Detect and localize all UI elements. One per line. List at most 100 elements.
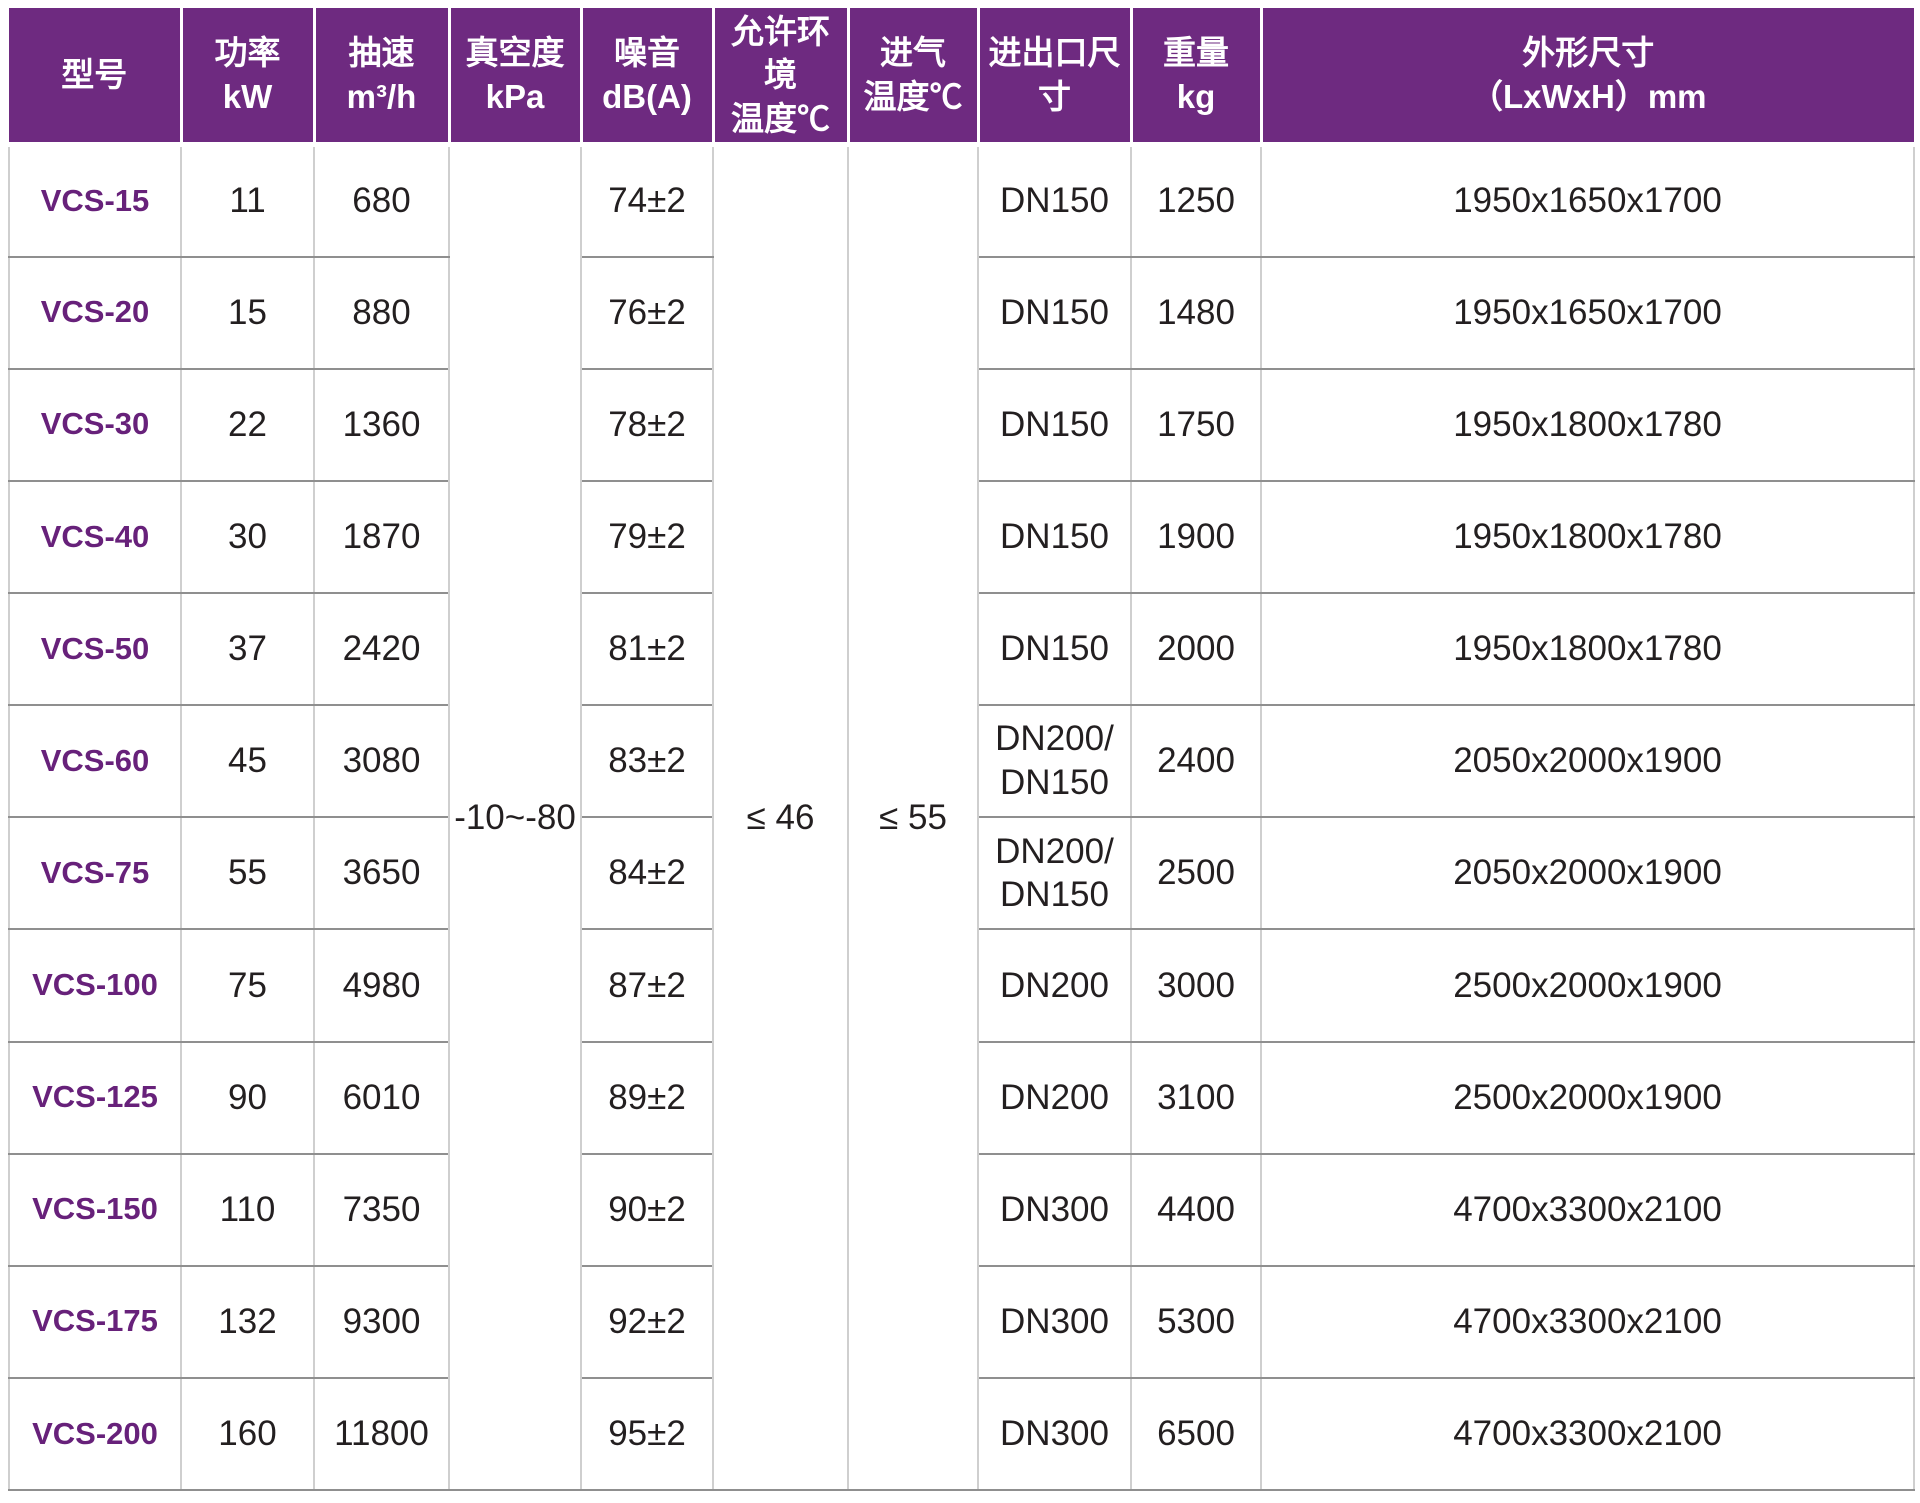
cell-model: VCS-125 xyxy=(8,1040,182,1155)
cell-weight: 1900 xyxy=(1130,479,1262,595)
cell-dimensions: 4700x3300x2100 xyxy=(1260,1264,1915,1379)
cell-power: 22 xyxy=(180,367,315,482)
cell-power: 15 xyxy=(180,255,315,370)
cell-port-size: DN300 xyxy=(977,1264,1132,1379)
cell-vacuum-merged: -10~-80 xyxy=(448,143,582,1491)
cell-noise: 79±2 xyxy=(580,479,714,595)
cell-weight: 2500 xyxy=(1130,816,1262,931)
header-noise: 噪音 dB(A) xyxy=(579,8,713,147)
cell-port-size: DN200/ DN150 xyxy=(977,816,1132,931)
cell-dimensions: 2500x2000x1900 xyxy=(1260,1040,1915,1155)
cell-model: VCS-50 xyxy=(8,591,182,707)
cell-dimensions: 1950x1800x1780 xyxy=(1260,367,1915,482)
cell-speed: 11800 xyxy=(313,1376,450,1492)
cell-port-size: DN200 xyxy=(977,1040,1132,1155)
header-vacuum: 真空度 kPa xyxy=(447,8,581,147)
cell-dimensions: 4700x3300x2100 xyxy=(1260,1152,1915,1267)
cell-speed: 3650 xyxy=(313,816,450,931)
cell-noise: 76±2 xyxy=(580,255,714,370)
cell-port-size: DN300 xyxy=(977,1376,1132,1492)
cell-dimensions: 1950x1650x1700 xyxy=(1260,255,1915,370)
cell-weight: 1250 xyxy=(1130,143,1262,258)
cell-speed: 7350 xyxy=(313,1152,450,1267)
cell-weight: 6500 xyxy=(1130,1376,1262,1492)
table-row: VCS-40 30 1870 79±2 DN150 1900 1950x1800… xyxy=(8,479,1915,595)
cell-weight: 4400 xyxy=(1130,1152,1262,1267)
header-intake-temp: 进气 温度℃ xyxy=(846,8,978,147)
cell-power: 55 xyxy=(180,816,315,931)
cell-dimensions: 1950x1800x1780 xyxy=(1260,479,1915,595)
cell-model: VCS-150 xyxy=(8,1152,182,1267)
table-row: VCS-60 45 3080 83±2 DN200/ DN150 2400 20… xyxy=(8,704,1915,819)
cell-power: 30 xyxy=(180,479,315,595)
cell-model: VCS-40 xyxy=(8,479,182,595)
table-row: VCS-30 22 1360 78±2 DN150 1750 1950x1800… xyxy=(8,367,1915,482)
cell-speed: 3080 xyxy=(313,704,450,819)
cell-port-size: DN150 xyxy=(977,367,1132,482)
table-row: VCS-20 15 880 76±2 DN150 1480 1950x1650x… xyxy=(8,255,1915,370)
table-row: VCS-100 75 4980 87±2 DN200 3000 2500x200… xyxy=(8,928,1915,1043)
cell-port-size: DN300 xyxy=(977,1152,1132,1267)
cell-intake-temp-merged: ≤ 55 xyxy=(847,143,979,1491)
cell-noise: 87±2 xyxy=(580,928,714,1043)
cell-speed: 1870 xyxy=(313,479,450,595)
cell-weight: 1750 xyxy=(1130,367,1262,482)
cell-dimensions: 2500x2000x1900 xyxy=(1260,928,1915,1043)
cell-dimensions: 1950x1650x1700 xyxy=(1260,143,1915,258)
cell-noise: 89±2 xyxy=(580,1040,714,1155)
cell-power: 11 xyxy=(180,143,315,258)
cell-port-size: DN200 xyxy=(977,928,1132,1043)
header-port-size: 进出口尺寸 xyxy=(976,8,1131,147)
cell-model: VCS-15 xyxy=(8,143,182,258)
cell-dimensions: 4700x3300x2100 xyxy=(1260,1376,1915,1492)
cell-speed: 6010 xyxy=(313,1040,450,1155)
cell-dimensions: 1950x1800x1780 xyxy=(1260,591,1915,707)
cell-port-size: DN150 xyxy=(977,255,1132,370)
cell-port-size: DN150 xyxy=(977,143,1132,258)
cell-weight: 5300 xyxy=(1130,1264,1262,1379)
cell-model: VCS-20 xyxy=(8,255,182,370)
table-header-row: 型号 功率 kW 抽速 m³/h 真空度 kPa 噪音 dB(A) 允许环境 温… xyxy=(9,8,1914,147)
table-row: VCS-125 90 6010 89±2 DN200 3100 2500x200… xyxy=(8,1040,1915,1155)
cell-power: 75 xyxy=(180,928,315,1043)
cell-ambient-temp-merged: ≤ 46 xyxy=(712,143,849,1491)
header-weight: 重量 kg xyxy=(1129,8,1261,147)
table-row: VCS-175 132 9300 92±2 DN300 5300 4700x33… xyxy=(8,1264,1915,1379)
cell-port-size: DN150 xyxy=(977,591,1132,707)
cell-speed: 680 xyxy=(313,143,450,258)
cell-port-size: DN200/ DN150 xyxy=(977,704,1132,819)
cell-noise: 74±2 xyxy=(580,143,714,258)
cell-power: 45 xyxy=(180,704,315,819)
cell-weight: 3100 xyxy=(1130,1040,1262,1155)
cell-speed: 9300 xyxy=(313,1264,450,1379)
cell-noise: 90±2 xyxy=(580,1152,714,1267)
cell-weight: 3000 xyxy=(1130,928,1262,1043)
header-dimensions: 外形尺寸 （LxWxH）mm xyxy=(1259,8,1914,147)
cell-port-size: DN150 xyxy=(977,479,1132,595)
table-row: VCS-200 160 11800 95±2 DN300 6500 4700x3… xyxy=(8,1376,1915,1492)
header-ambient-temp: 允许环境 温度℃ xyxy=(711,8,848,147)
cell-power: 90 xyxy=(180,1040,315,1155)
cell-model: VCS-100 xyxy=(8,928,182,1043)
cell-dimensions: 2050x2000x1900 xyxy=(1260,704,1915,819)
cell-speed: 880 xyxy=(313,255,450,370)
cell-power: 37 xyxy=(180,591,315,707)
cell-power: 132 xyxy=(180,1264,315,1379)
cell-power: 160 xyxy=(180,1376,315,1492)
table-row: VCS-150 110 7350 90±2 DN300 4400 4700x33… xyxy=(8,1152,1915,1267)
cell-model: VCS-30 xyxy=(8,367,182,482)
cell-dimensions: 2050x2000x1900 xyxy=(1260,816,1915,931)
cell-weight: 2400 xyxy=(1130,704,1262,819)
cell-noise: 95±2 xyxy=(580,1376,714,1492)
cell-power: 110 xyxy=(180,1152,315,1267)
cell-model: VCS-200 xyxy=(8,1376,182,1492)
cell-weight: 2000 xyxy=(1130,591,1262,707)
cell-model: VCS-60 xyxy=(8,704,182,819)
cell-noise: 78±2 xyxy=(580,367,714,482)
table-row: VCS-50 37 2420 81±2 DN150 2000 1950x1800… xyxy=(8,591,1915,707)
cell-speed: 4980 xyxy=(313,928,450,1043)
header-model: 型号 xyxy=(9,8,181,147)
cell-noise: 81±2 xyxy=(580,591,714,707)
header-power: 功率 kW xyxy=(179,8,314,147)
